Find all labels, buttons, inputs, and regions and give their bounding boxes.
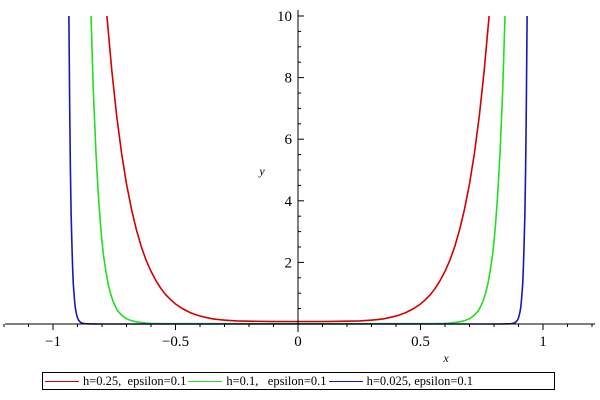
legend-swatch-h025 xyxy=(45,380,79,382)
legend-item-h01: h=0.1, epsilon=0.1 xyxy=(186,373,327,389)
y-axis-label: y xyxy=(258,164,265,178)
legend-swatch-h0025 xyxy=(328,380,363,382)
legend-swatch-h01 xyxy=(188,380,223,382)
y-tick-label: 4 xyxy=(285,194,293,210)
x-tick-label: −1 xyxy=(45,334,61,350)
x-tick-label: −0.5 xyxy=(162,334,189,350)
chart-plot: −1 −0.5 0 0.5 1 2 4 6 8 10 x y xyxy=(3,9,595,365)
legend-label-h025: h=0.25, epsilon=0.1 xyxy=(83,373,187,388)
chart-axes xyxy=(5,10,595,332)
y-tick-label: 6 xyxy=(285,132,293,148)
y-tick-label: 10 xyxy=(277,9,292,25)
legend-label-h0025: h=0.025, epsilon=0.1 xyxy=(366,373,474,388)
x-tick-label: 1 xyxy=(539,334,547,350)
legend-label-h01: h=0.1, epsilon=0.1 xyxy=(226,373,327,388)
y-tick-label: 8 xyxy=(285,71,293,87)
y-tick-label: 2 xyxy=(285,255,293,271)
legend-item-h025: h=0.25, epsilon=0.1 xyxy=(43,374,186,389)
x-tick-label: 0.5 xyxy=(411,334,430,350)
x-tick-label: 0 xyxy=(294,334,302,350)
legend-item-h0025: h=0.025, epsilon=0.1 xyxy=(327,374,473,389)
x-axis-label: x xyxy=(442,351,449,365)
chart-ticks: −1 −0.5 0 0.5 1 2 4 6 8 10 xyxy=(3,9,593,350)
chart-legend: h=0.25, epsilon=0.1 h=0.1, epsilon=0.1 h… xyxy=(42,372,555,390)
